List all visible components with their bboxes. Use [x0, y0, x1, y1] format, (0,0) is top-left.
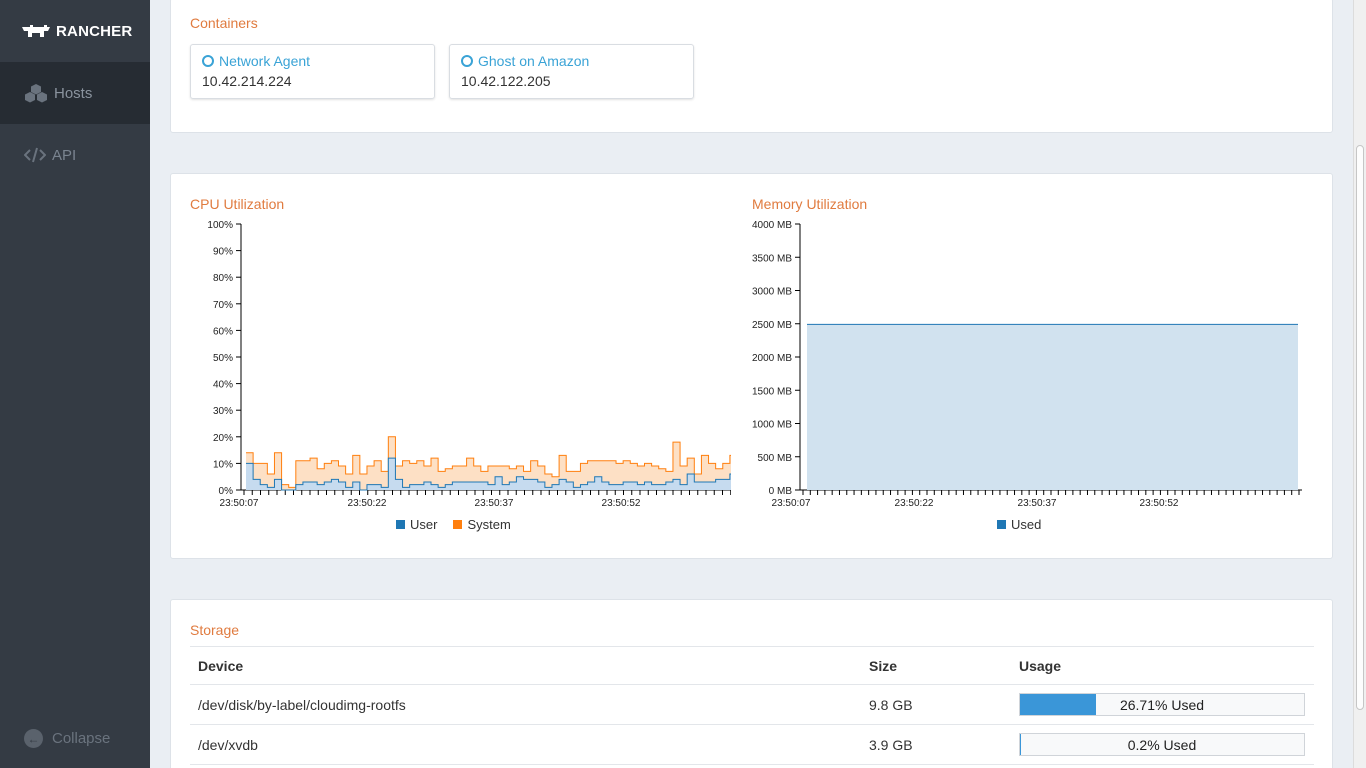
- y-tick-label: 50%: [213, 353, 233, 364]
- legend-swatch: [453, 520, 463, 529]
- container-ip: 10.42.122.205: [461, 73, 551, 89]
- collapse-label: Collapse: [52, 730, 111, 747]
- legend-item-used[interactable]: Used: [997, 517, 1041, 532]
- y-tick-label: 40%: [213, 380, 233, 391]
- scrollbar-thumb[interactable]: [1356, 145, 1364, 710]
- brand-logo[interactable]: RANCHER: [0, 0, 150, 62]
- rancher-cow-icon: [22, 25, 50, 37]
- utilization-panel: CPU Utilization Memory Utilization 0% 10%…: [170, 173, 1333, 559]
- sidebar: RANCHER Hosts API ← Collapse: [0, 0, 150, 768]
- device-cell: /dev/xvdb: [190, 724, 861, 765]
- main-content: Containers Network Agent 10.42.214.224 G…: [150, 0, 1353, 768]
- container-card[interactable]: Network Agent 10.42.214.224: [190, 44, 435, 99]
- vertical-scrollbar[interactable]: [1353, 0, 1366, 768]
- column-header-usage: Usage: [1011, 646, 1314, 685]
- sidebar-item-label: API: [52, 146, 77, 164]
- y-tick-label: 0%: [219, 486, 234, 497]
- y-tick-label: 4000 MB: [752, 220, 792, 231]
- x-tick-label: 23:50:22: [895, 498, 934, 509]
- container-card[interactable]: Ghost on Amazon 10.42.122.205: [449, 44, 694, 99]
- table-header-row: Device Size Usage: [190, 646, 1314, 685]
- status-ring-icon: [461, 55, 473, 67]
- y-tick-label: 70%: [213, 300, 233, 311]
- usage-cell: 26.71% Used: [1011, 684, 1314, 725]
- size-cell: 3.9 GB: [861, 724, 1011, 765]
- y-tick-label: 1500 MB: [752, 386, 792, 397]
- cpu-chart: 0% 10% 20% 30% 40% 50% 60% 70% 80% 90% 100% 23:50:0…: [207, 220, 731, 509]
- y-tick-label: 20%: [213, 433, 233, 444]
- memory-legend: Used: [997, 517, 1041, 532]
- x-tick-label: 23:50:52: [1140, 498, 1179, 509]
- usage-bar: 0.2% Used: [1019, 733, 1305, 756]
- y-tick-label: 10%: [213, 459, 233, 470]
- sidebar-item-api[interactable]: API: [0, 124, 150, 186]
- y-tick-label: 90%: [213, 247, 233, 258]
- device-cell: /dev/disk/by-label/cloudimg-rootfs: [190, 684, 861, 725]
- y-tick-label: 30%: [213, 406, 233, 417]
- column-header-size: Size: [861, 646, 1011, 685]
- usage-bar: 26.71% Used: [1019, 693, 1305, 716]
- usage-label: 0.2% Used: [1127, 737, 1197, 753]
- y-tick-label: 3500 MB: [752, 253, 792, 264]
- container-name: Ghost on Amazon: [478, 53, 590, 69]
- user-area: [246, 458, 731, 490]
- y-tick-label: 2500 MB: [752, 320, 792, 331]
- x-tick-label: 23:50:37: [1018, 498, 1057, 509]
- usage-bar-fill: [1020, 734, 1021, 755]
- table-row: /dev/xvdb 3.9 GB 0.2% Used: [190, 724, 1314, 765]
- code-icon: [24, 147, 46, 163]
- memory-chart-title: Memory Utilization: [752, 196, 868, 212]
- y-tick-label: 80%: [213, 273, 233, 284]
- legend-label: System: [467, 517, 511, 532]
- status-ring-icon: [202, 55, 214, 67]
- brand-name: RANCHER: [56, 22, 133, 40]
- used-area: [807, 324, 1298, 490]
- legend-swatch: [997, 520, 1006, 529]
- table-row: /dev/disk/by-label/cloudimg-rootfs 9.8 G…: [190, 684, 1314, 725]
- container-name: Network Agent: [219, 53, 311, 69]
- legend-item-system[interactable]: System: [453, 517, 511, 532]
- cpu-chart-title: CPU Utilization: [190, 196, 285, 212]
- y-tick-label: 3000 MB: [752, 287, 792, 298]
- usage-bar-fill: [1020, 694, 1096, 715]
- y-tick-label: 0 MB: [769, 486, 793, 497]
- sidebar-item-hosts[interactable]: Hosts: [0, 62, 150, 124]
- containers-title: Containers: [190, 15, 258, 31]
- cpu-legend: User System: [396, 517, 511, 532]
- column-header-device: Device: [190, 646, 861, 685]
- x-tick-label: 23:50:07: [772, 498, 811, 509]
- y-tick-label: 60%: [213, 326, 233, 337]
- y-tick-label: 1000 MB: [752, 420, 792, 431]
- legend-swatch: [396, 520, 405, 529]
- system-area: [246, 436, 731, 490]
- cubes-icon: [25, 84, 47, 103]
- container-ip: 10.42.214.224: [202, 73, 292, 89]
- collapse-button[interactable]: ← Collapse: [24, 729, 110, 748]
- y-tick-label: 2000 MB: [752, 353, 792, 364]
- legend-label: User: [410, 517, 438, 532]
- container-name-link[interactable]: Ghost on Amazon: [461, 53, 682, 69]
- storage-panel: Storage Device Size Usage /dev/disk/by-l…: [170, 599, 1333, 768]
- y-tick-label: 500 MB: [758, 453, 793, 464]
- storage-table: Device Size Usage /dev/disk/by-label/clo…: [190, 646, 1314, 765]
- memory-chart: 0 MB 500 MB 1000 MB 1500 MB 2000 MB 2500 MB 30…: [752, 220, 1302, 509]
- size-cell: 9.8 GB: [861, 684, 1011, 725]
- x-tick-label: 23:50:37: [475, 498, 514, 509]
- legend-item-user[interactable]: User: [396, 517, 437, 532]
- containers-panel: Containers Network Agent 10.42.214.224 G…: [170, 0, 1333, 133]
- x-tick-label: 23:50:22: [348, 498, 387, 509]
- user-line: [246, 457, 731, 491]
- sidebar-item-label: Hosts: [54, 84, 93, 102]
- x-tick-label: 23:50:52: [602, 498, 641, 509]
- container-name-link[interactable]: Network Agent: [202, 53, 423, 69]
- storage-title: Storage: [190, 622, 240, 638]
- arrow-left-icon: ←: [24, 729, 43, 748]
- legend-label: Used: [1011, 517, 1042, 532]
- usage-cell: 0.2% Used: [1011, 724, 1314, 765]
- system-line: [246, 436, 731, 488]
- x-tick-label: 23:50:07: [220, 498, 259, 509]
- usage-label: 26.71% Used: [1119, 697, 1205, 713]
- y-tick-label: 100%: [207, 220, 233, 231]
